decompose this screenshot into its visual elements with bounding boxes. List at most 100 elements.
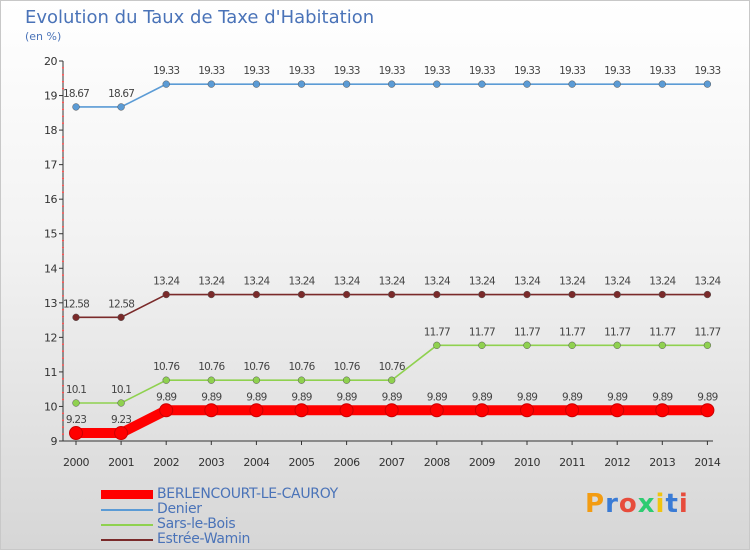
data-point [568, 80, 576, 88]
y-tick-label: 9 [51, 435, 58, 448]
data-label: 10.76 [334, 361, 361, 373]
data-label: 9.89 [652, 391, 672, 403]
data-label: 13.24 [649, 276, 676, 288]
data-label: 10.76 [153, 361, 180, 373]
data-label: 10.76 [288, 361, 315, 373]
data-label: 19.33 [694, 65, 720, 77]
data-label: 13.24 [334, 276, 361, 288]
data-point [568, 341, 576, 349]
logo-letter: i [678, 489, 689, 519]
data-label: 19.33 [288, 65, 314, 77]
x-tick-label: 2013 [649, 456, 675, 469]
y-minor-tick [62, 205, 64, 207]
x-tick-label: 2001 [108, 456, 134, 469]
data-label: 19.33 [514, 65, 540, 77]
data-point [162, 290, 170, 299]
y-tick-label: 10 [44, 400, 57, 413]
data-point [703, 290, 712, 299]
data-label: 13.24 [288, 276, 315, 288]
y-minor-tick [62, 246, 64, 249]
data-label: 9.89 [607, 391, 627, 403]
data-point [249, 403, 264, 418]
data-point [252, 376, 261, 384]
data-point [703, 80, 712, 88]
data-point [658, 290, 666, 299]
y-minor-tick [62, 426, 64, 429]
y-minor-tick [62, 384, 64, 387]
y-tick-label: 18 [44, 124, 57, 137]
proxiti-logo: Proxiti [585, 489, 689, 519]
data-point [159, 403, 174, 418]
x-tick-label: 2000 [63, 456, 89, 469]
y-minor-tick [62, 288, 64, 290]
legend-label: BERLENCOURT-LE-CAUROY [157, 486, 338, 502]
y-minor-tick [62, 108, 64, 111]
data-label: 9.89 [427, 391, 447, 403]
data-label: 11.77 [694, 326, 720, 338]
x-tick-label: 2012 [604, 456, 630, 469]
data-point [523, 290, 531, 299]
data-point [117, 399, 125, 407]
y-minor-tick [62, 377, 64, 380]
data-point [117, 103, 125, 111]
data-point [613, 80, 621, 88]
y-minor-tick [62, 350, 64, 353]
y-minor-tick [62, 101, 64, 104]
x-tick-label: 2005 [289, 456, 315, 469]
data-point [72, 103, 80, 111]
data-point [523, 341, 531, 349]
data-label: 18.67 [108, 88, 134, 100]
x-tick-label: 2011 [559, 456, 585, 469]
y-minor-tick [62, 391, 64, 394]
data-label: 11.77 [559, 326, 585, 338]
data-label: 9.23 [66, 414, 86, 426]
y-minor-tick [62, 433, 64, 435]
y-minor-tick [62, 191, 64, 194]
legend-swatch [101, 490, 153, 499]
logo-letter: P [585, 489, 606, 519]
data-label: 19.33 [334, 65, 360, 77]
logo-letter: i [655, 489, 666, 519]
data-label: 13.24 [198, 276, 225, 288]
data-point [478, 290, 486, 299]
data-point [207, 290, 215, 299]
x-tick-label: 2014 [694, 456, 720, 469]
data-point [342, 80, 351, 88]
data-point [69, 426, 83, 441]
data-point [478, 341, 486, 349]
chart-title: Evolution du Taux de Taxe d'Habitation [25, 7, 375, 28]
data-label: 9.89 [517, 391, 537, 403]
data-label: 19.33 [379, 65, 405, 77]
y-tick-label: 15 [44, 228, 57, 241]
data-point [72, 399, 80, 407]
y-minor-tick [62, 398, 64, 401]
legend-label: Denier [157, 501, 202, 517]
data-point [565, 403, 580, 418]
y-minor-tick [62, 122, 64, 125]
y-tick-label: 19 [44, 90, 57, 103]
x-tick-label: 2006 [334, 456, 360, 469]
y-tick-label: 11 [44, 366, 57, 379]
data-point [297, 376, 306, 384]
data-point [520, 403, 534, 418]
y-tick-label: 16 [44, 193, 57, 206]
data-point [478, 80, 486, 88]
y-minor-tick [62, 322, 64, 325]
legend-swatch [101, 524, 153, 526]
data-label: 9.23 [111, 414, 131, 426]
y-minor-tick [62, 364, 64, 366]
data-label: 9.89 [472, 391, 492, 403]
data-label: 13.24 [243, 276, 270, 288]
data-point [523, 80, 531, 88]
data-label: 18.67 [63, 88, 89, 100]
y-tick-label: 12 [44, 331, 57, 344]
data-label: 11.77 [424, 326, 450, 338]
data-label: 19.33 [469, 65, 495, 77]
y-minor-tick [62, 239, 64, 242]
data-label: 9.89 [291, 391, 311, 403]
data-label: 11.77 [604, 326, 630, 338]
x-tick-label: 2004 [243, 456, 269, 469]
data-label: 9.89 [337, 391, 357, 403]
